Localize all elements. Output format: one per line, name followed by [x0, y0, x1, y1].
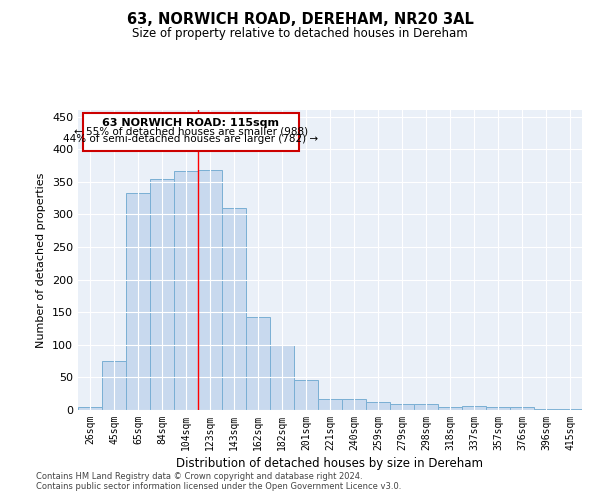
Bar — [150, 179, 174, 410]
Bar — [318, 399, 342, 410]
Bar — [558, 408, 582, 410]
Bar — [246, 318, 270, 410]
Bar — [174, 170, 198, 410]
Text: Contains public sector information licensed under the Open Government Licence v3: Contains public sector information licen… — [36, 482, 401, 491]
Text: Size of property relative to detached houses in Dereham: Size of property relative to detached ho… — [132, 28, 468, 40]
Text: 44% of semi-detached houses are larger (782) →: 44% of semi-detached houses are larger (… — [63, 134, 319, 144]
Bar — [366, 402, 390, 410]
Bar — [78, 406, 102, 410]
Bar — [486, 408, 510, 410]
Bar — [270, 345, 294, 410]
Text: ← 55% of detached houses are smaller (988): ← 55% of detached houses are smaller (98… — [74, 126, 308, 136]
Bar — [222, 208, 246, 410]
Text: Distribution of detached houses by size in Dereham: Distribution of detached houses by size … — [176, 458, 484, 470]
Bar — [198, 170, 222, 410]
Bar — [414, 404, 438, 410]
Text: 63, NORWICH ROAD, DEREHAM, NR20 3AL: 63, NORWICH ROAD, DEREHAM, NR20 3AL — [127, 12, 473, 28]
Bar — [294, 380, 318, 410]
Bar — [438, 408, 462, 410]
Text: 63 NORWICH ROAD: 115sqm: 63 NORWICH ROAD: 115sqm — [102, 118, 279, 128]
Bar — [342, 399, 366, 410]
Y-axis label: Number of detached properties: Number of detached properties — [37, 172, 46, 348]
Bar — [102, 361, 126, 410]
FancyBboxPatch shape — [83, 114, 299, 151]
Bar — [510, 408, 534, 410]
Bar — [462, 406, 486, 410]
Bar — [390, 404, 414, 410]
Bar — [126, 193, 150, 410]
Text: Contains HM Land Registry data © Crown copyright and database right 2024.: Contains HM Land Registry data © Crown c… — [36, 472, 362, 481]
